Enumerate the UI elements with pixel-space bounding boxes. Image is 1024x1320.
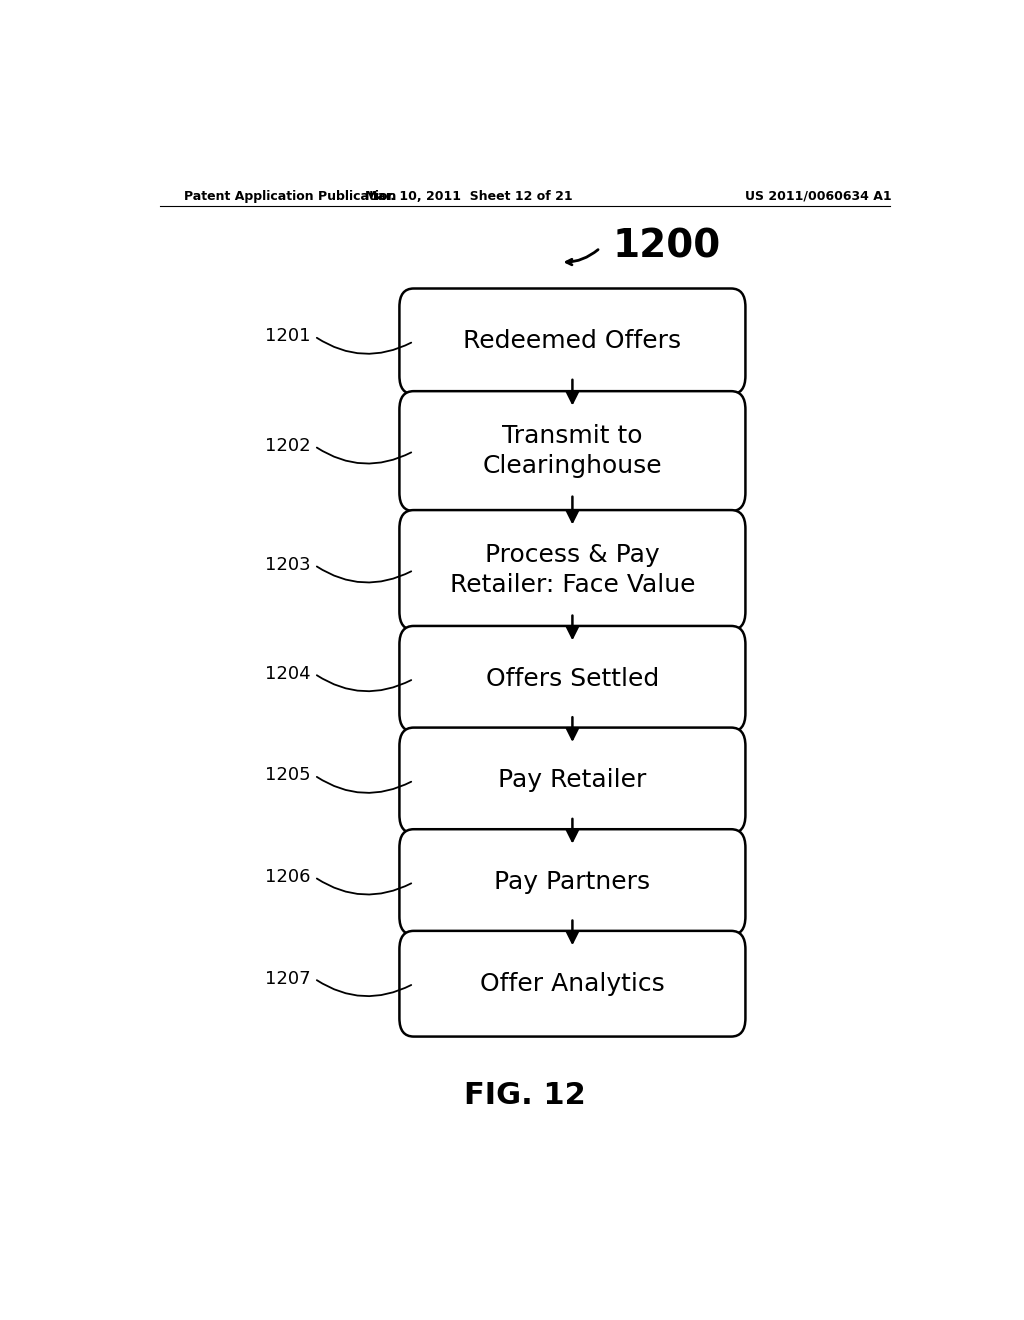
Text: 1207: 1207 <box>265 970 310 987</box>
Text: Process & Pay
Retailer: Face Value: Process & Pay Retailer: Face Value <box>450 544 695 597</box>
Text: 1202: 1202 <box>265 437 310 455</box>
FancyBboxPatch shape <box>399 829 745 935</box>
Text: Mar. 10, 2011  Sheet 12 of 21: Mar. 10, 2011 Sheet 12 of 21 <box>366 190 573 202</box>
Text: 1200: 1200 <box>612 228 720 265</box>
Text: Pay Retailer: Pay Retailer <box>499 768 646 792</box>
Text: 1203: 1203 <box>265 556 310 574</box>
Text: 1206: 1206 <box>265 869 310 886</box>
Text: Offers Settled: Offers Settled <box>485 667 659 690</box>
FancyBboxPatch shape <box>399 931 745 1036</box>
Text: Pay Partners: Pay Partners <box>495 870 650 894</box>
Text: 1205: 1205 <box>265 767 310 784</box>
FancyBboxPatch shape <box>399 626 745 731</box>
FancyBboxPatch shape <box>399 391 745 511</box>
Text: Offer Analytics: Offer Analytics <box>480 972 665 995</box>
Text: 1201: 1201 <box>265 327 310 346</box>
FancyBboxPatch shape <box>399 289 745 395</box>
Text: 1204: 1204 <box>265 665 310 682</box>
Text: Patent Application Publication: Patent Application Publication <box>183 190 396 202</box>
FancyBboxPatch shape <box>399 727 745 833</box>
Text: FIG. 12: FIG. 12 <box>464 1081 586 1110</box>
FancyBboxPatch shape <box>399 510 745 630</box>
Text: Redeemed Offers: Redeemed Offers <box>463 330 682 354</box>
Text: US 2011/0060634 A1: US 2011/0060634 A1 <box>745 190 892 202</box>
Text: Transmit to
Clearinghouse: Transmit to Clearinghouse <box>482 424 663 478</box>
